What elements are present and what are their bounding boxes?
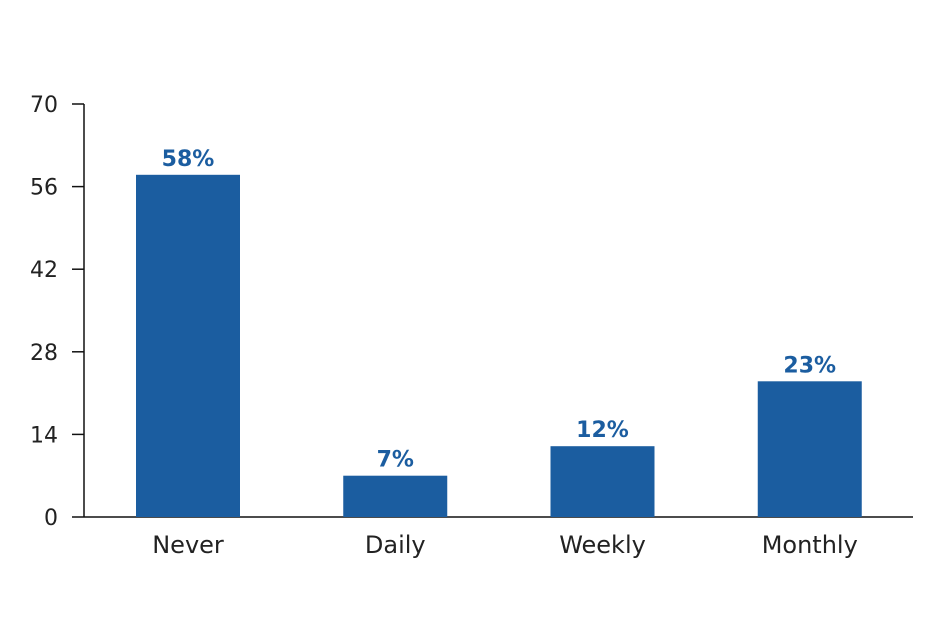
x-tick-label-monthly: Monthly: [762, 531, 858, 559]
data-label-never: 58%: [162, 147, 215, 172]
bar-monthly: [757, 381, 862, 517]
bar-weekly: [550, 446, 655, 517]
x-tick-label-daily: Daily: [365, 531, 426, 559]
data-label-monthly: 23%: [783, 353, 836, 378]
y-tick-label: 0: [44, 506, 58, 531]
bars: [136, 174, 862, 518]
bar-never: [136, 174, 240, 518]
x-tick-label-weekly: Weekly: [559, 531, 646, 559]
bar-daily: [343, 475, 448, 517]
y-axis-ticks: 0 14 28 42 56 70: [30, 93, 84, 531]
x-tick-label-never: Never: [152, 531, 224, 559]
data-label-daily: 7%: [377, 448, 414, 473]
y-tick-label: 14: [30, 423, 58, 448]
data-label-weekly: 12%: [576, 418, 629, 443]
y-tick-label: 56: [30, 176, 58, 201]
y-tick-label: 42: [30, 258, 58, 283]
data-labels: 58% 7% 12% 23%: [162, 147, 836, 473]
y-tick-label: 28: [30, 341, 58, 366]
x-axis-labels: Never Daily Weekly Monthly: [152, 531, 858, 559]
y-tick-label: 70: [30, 93, 58, 118]
